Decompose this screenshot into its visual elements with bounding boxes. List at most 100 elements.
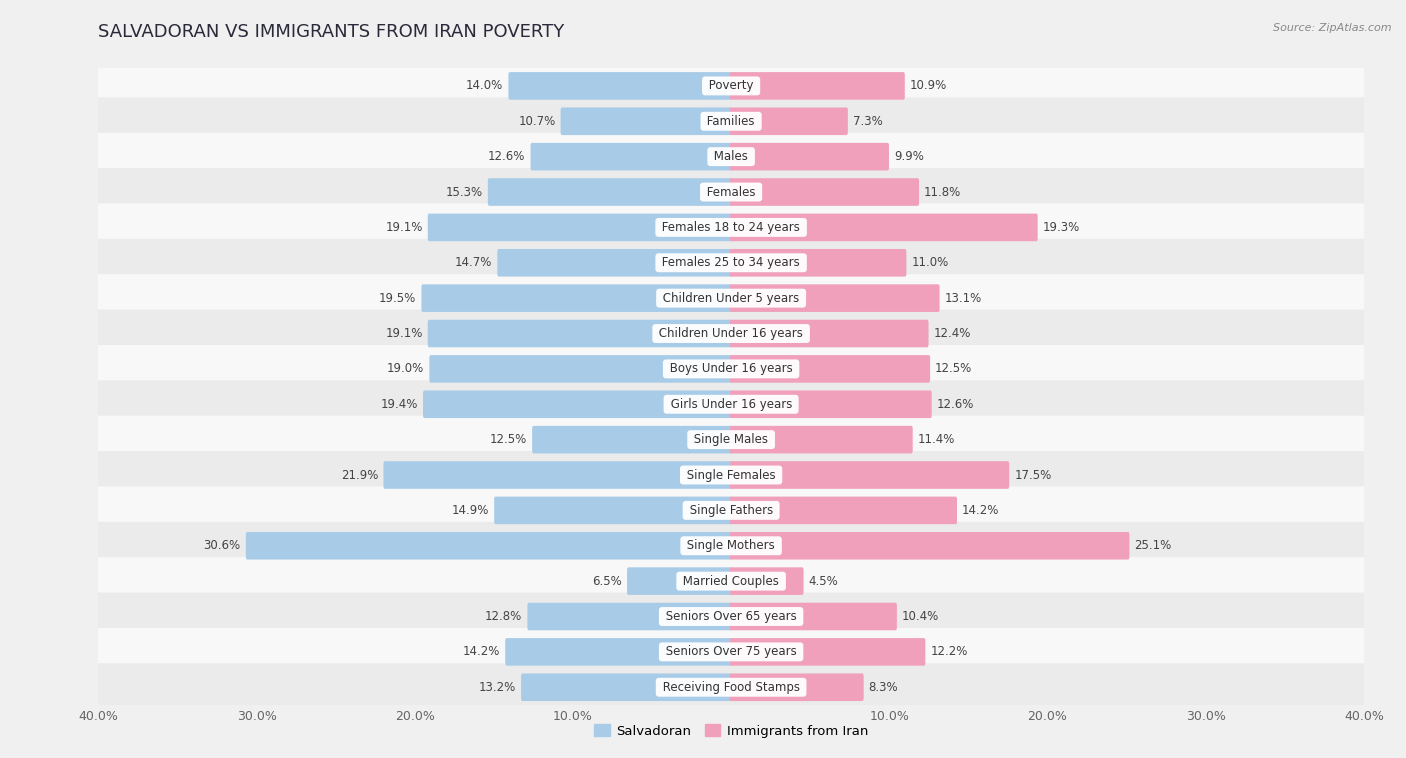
FancyBboxPatch shape xyxy=(494,496,733,525)
FancyBboxPatch shape xyxy=(422,284,733,312)
Text: 19.1%: 19.1% xyxy=(385,221,423,234)
FancyBboxPatch shape xyxy=(96,133,1367,180)
Text: 12.5%: 12.5% xyxy=(489,433,527,446)
Text: 8.3%: 8.3% xyxy=(869,681,898,694)
Text: Families: Families xyxy=(703,114,759,128)
Text: Married Couples: Married Couples xyxy=(679,575,783,587)
Text: 10.7%: 10.7% xyxy=(519,114,555,128)
FancyBboxPatch shape xyxy=(730,426,912,453)
Text: 19.4%: 19.4% xyxy=(381,398,418,411)
Text: 19.0%: 19.0% xyxy=(387,362,425,375)
Text: Seniors Over 65 years: Seniors Over 65 years xyxy=(662,610,800,623)
Text: Females 18 to 24 years: Females 18 to 24 years xyxy=(658,221,804,234)
FancyBboxPatch shape xyxy=(429,355,733,383)
FancyBboxPatch shape xyxy=(730,108,848,135)
Text: 12.5%: 12.5% xyxy=(935,362,973,375)
FancyBboxPatch shape xyxy=(730,284,939,312)
Text: 10.9%: 10.9% xyxy=(910,80,948,92)
Text: 21.9%: 21.9% xyxy=(342,468,378,481)
FancyBboxPatch shape xyxy=(730,320,928,347)
FancyBboxPatch shape xyxy=(96,487,1367,534)
Text: Females 25 to 34 years: Females 25 to 34 years xyxy=(658,256,804,269)
Legend: Salvadoran, Immigrants from Iran: Salvadoran, Immigrants from Iran xyxy=(589,719,873,743)
Text: 14.0%: 14.0% xyxy=(467,80,503,92)
Text: Single Mothers: Single Mothers xyxy=(683,539,779,553)
Text: 11.4%: 11.4% xyxy=(918,433,955,446)
FancyBboxPatch shape xyxy=(427,320,733,347)
Text: Single Females: Single Females xyxy=(683,468,779,481)
Text: 12.2%: 12.2% xyxy=(931,645,967,659)
Text: Seniors Over 75 years: Seniors Over 75 years xyxy=(662,645,800,659)
FancyBboxPatch shape xyxy=(730,567,804,595)
FancyBboxPatch shape xyxy=(730,532,1129,559)
Text: 30.6%: 30.6% xyxy=(204,539,240,553)
Text: 14.7%: 14.7% xyxy=(456,256,492,269)
FancyBboxPatch shape xyxy=(246,532,733,559)
FancyBboxPatch shape xyxy=(96,309,1367,358)
FancyBboxPatch shape xyxy=(527,603,733,631)
FancyBboxPatch shape xyxy=(730,72,905,100)
Text: 4.5%: 4.5% xyxy=(808,575,838,587)
Text: 19.5%: 19.5% xyxy=(380,292,416,305)
Text: Poverty: Poverty xyxy=(704,80,758,92)
FancyBboxPatch shape xyxy=(96,663,1367,711)
Text: 14.2%: 14.2% xyxy=(962,504,1000,517)
FancyBboxPatch shape xyxy=(730,496,957,525)
FancyBboxPatch shape xyxy=(730,390,932,418)
FancyBboxPatch shape xyxy=(730,214,1038,241)
FancyBboxPatch shape xyxy=(730,638,925,666)
Text: Single Males: Single Males xyxy=(690,433,772,446)
FancyBboxPatch shape xyxy=(488,178,733,206)
FancyBboxPatch shape xyxy=(427,214,733,241)
FancyBboxPatch shape xyxy=(96,415,1367,464)
Text: Single Fathers: Single Fathers xyxy=(686,504,776,517)
Text: 13.1%: 13.1% xyxy=(945,292,981,305)
Text: Girls Under 16 years: Girls Under 16 years xyxy=(666,398,796,411)
Text: Males: Males xyxy=(710,150,752,163)
Text: 10.4%: 10.4% xyxy=(903,610,939,623)
FancyBboxPatch shape xyxy=(96,274,1367,322)
Text: 13.2%: 13.2% xyxy=(479,681,516,694)
FancyBboxPatch shape xyxy=(498,249,733,277)
FancyBboxPatch shape xyxy=(96,628,1367,676)
Text: 6.5%: 6.5% xyxy=(592,575,621,587)
FancyBboxPatch shape xyxy=(96,522,1367,570)
FancyBboxPatch shape xyxy=(384,461,733,489)
FancyBboxPatch shape xyxy=(509,72,733,100)
Text: 11.0%: 11.0% xyxy=(911,256,949,269)
FancyBboxPatch shape xyxy=(530,143,733,171)
Text: 14.2%: 14.2% xyxy=(463,645,501,659)
FancyBboxPatch shape xyxy=(423,390,733,418)
FancyBboxPatch shape xyxy=(96,345,1367,393)
Text: 17.5%: 17.5% xyxy=(1014,468,1052,481)
FancyBboxPatch shape xyxy=(96,97,1367,146)
FancyBboxPatch shape xyxy=(96,62,1367,110)
Text: 9.9%: 9.9% xyxy=(894,150,924,163)
Text: 11.8%: 11.8% xyxy=(924,186,962,199)
Text: 19.1%: 19.1% xyxy=(385,327,423,340)
Text: Children Under 16 years: Children Under 16 years xyxy=(655,327,807,340)
Text: 12.8%: 12.8% xyxy=(485,610,523,623)
FancyBboxPatch shape xyxy=(522,673,733,701)
Text: 15.3%: 15.3% xyxy=(446,186,482,199)
Text: 25.1%: 25.1% xyxy=(1135,539,1171,553)
Text: 14.9%: 14.9% xyxy=(451,504,489,517)
Text: 7.3%: 7.3% xyxy=(853,114,883,128)
FancyBboxPatch shape xyxy=(730,143,889,171)
Text: 19.3%: 19.3% xyxy=(1043,221,1080,234)
FancyBboxPatch shape xyxy=(96,557,1367,605)
FancyBboxPatch shape xyxy=(96,451,1367,499)
FancyBboxPatch shape xyxy=(627,567,733,595)
Text: 12.6%: 12.6% xyxy=(488,150,526,163)
Text: Boys Under 16 years: Boys Under 16 years xyxy=(666,362,796,375)
FancyBboxPatch shape xyxy=(730,249,907,277)
FancyBboxPatch shape xyxy=(730,355,931,383)
Text: Females: Females xyxy=(703,186,759,199)
FancyBboxPatch shape xyxy=(96,168,1367,216)
Text: Children Under 5 years: Children Under 5 years xyxy=(659,292,803,305)
FancyBboxPatch shape xyxy=(561,108,733,135)
Text: SALVADORAN VS IMMIGRANTS FROM IRAN POVERTY: SALVADORAN VS IMMIGRANTS FROM IRAN POVER… xyxy=(98,23,565,41)
Text: Source: ZipAtlas.com: Source: ZipAtlas.com xyxy=(1274,23,1392,33)
FancyBboxPatch shape xyxy=(96,203,1367,252)
FancyBboxPatch shape xyxy=(96,381,1367,428)
